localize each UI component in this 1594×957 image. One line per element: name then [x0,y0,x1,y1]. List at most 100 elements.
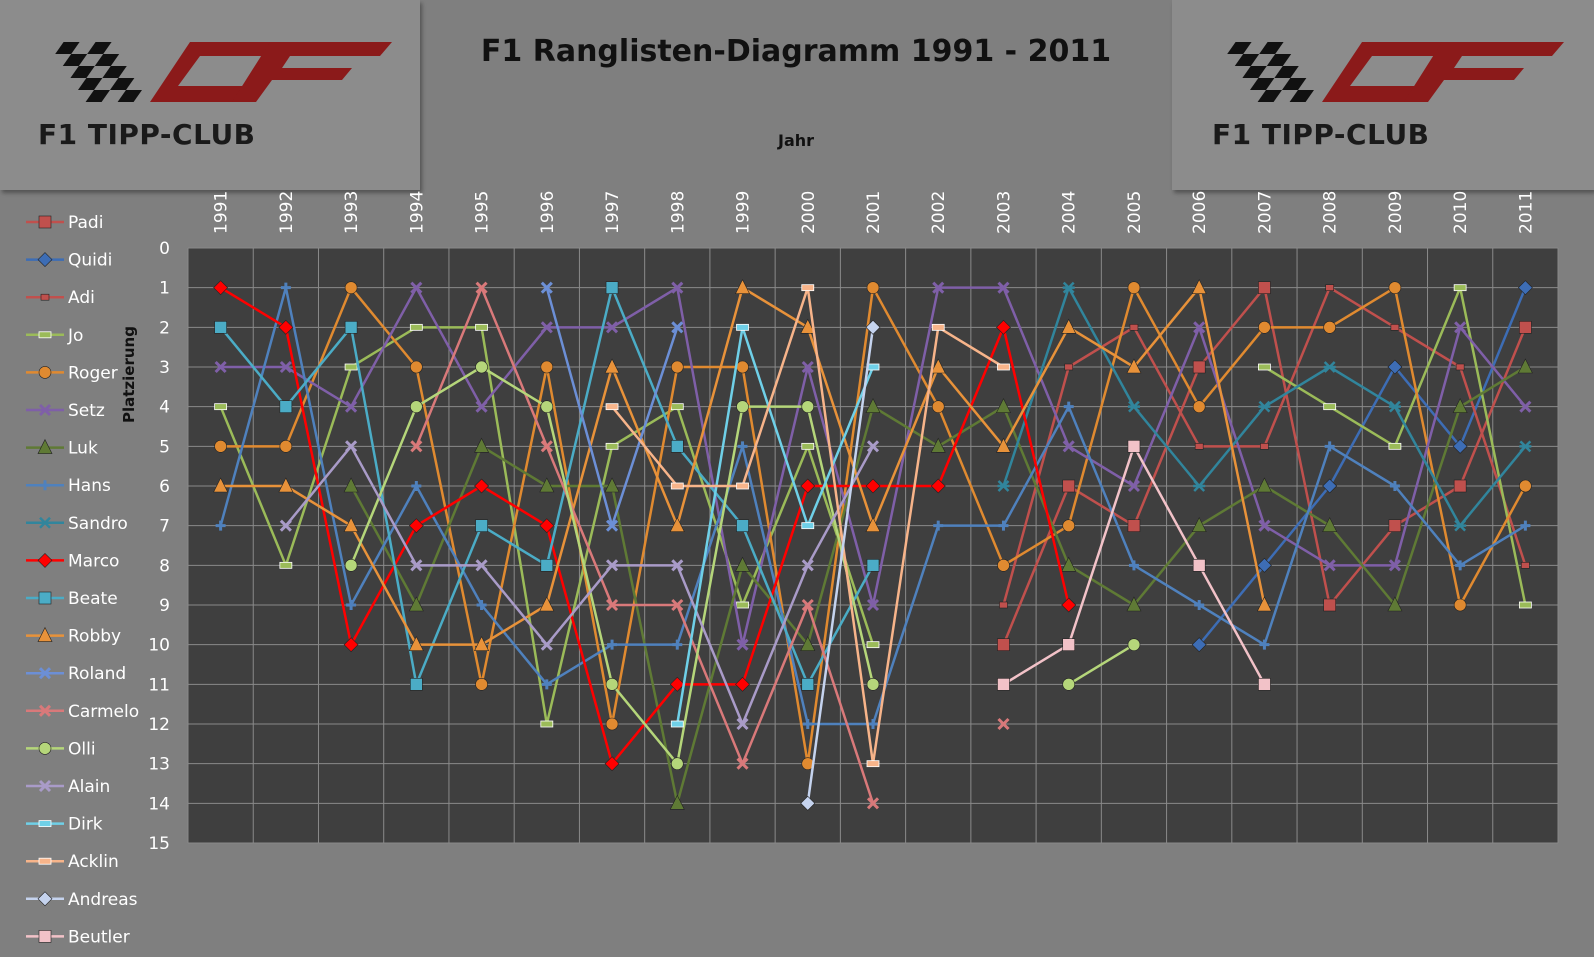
data-point-hans [215,520,226,531]
legend-marker-quidi [37,252,53,268]
data-point-hans [346,600,357,610]
legend-label-jo: Jo [67,326,83,346]
legend-label-luk: Luk [68,439,98,459]
legend-label-marco: Marco [68,551,119,571]
data-point-hans [411,481,422,491]
data-point-sandro [1519,440,1532,453]
data-point-quidi [1452,438,1468,454]
y-tick-label: 13 [148,755,170,775]
data-point-setz [1388,559,1401,572]
data-point-beutler [1062,638,1076,651]
data-point-luk [1061,556,1077,572]
data-point-acklin [801,284,815,292]
data-point-luk [865,397,881,413]
data-point-hans [1389,481,1400,491]
x-tick-label: 1999 [734,191,754,234]
data-point-hans [1520,520,1531,531]
data-point-adi [1325,284,1334,291]
data-point-luk [995,397,1011,413]
data-point-jo [344,363,358,371]
data-point-setz [671,281,684,294]
data-point-setz [1193,321,1206,334]
legend-marker-dirk [38,820,52,827]
data-point-setz [605,321,619,334]
data-point-adi [1260,443,1269,450]
data-point-luk [343,477,359,493]
data-point-quidi [1322,478,1338,494]
y-tick-label: 1 [159,279,170,299]
x-tick-label: 1996 [538,191,558,234]
data-point-setz [475,400,488,413]
y-tick-label: 15 [148,834,170,854]
data-point-marco [800,478,816,494]
data-point-beate [410,678,423,691]
y-tick-label: 2 [159,318,170,338]
data-point-beate [475,519,488,532]
data-point-jo [1453,284,1467,292]
data-point-marco [408,518,424,534]
legend-label-carmelo: Carmelo [68,702,139,722]
y-tick-label: 3 [159,358,170,378]
data-point-marco [930,478,946,494]
data-point-setz [279,360,292,374]
data-point-alain [866,440,880,453]
data-point-robby [995,437,1011,453]
data-point-hans [607,639,618,650]
data-point-hans [933,520,944,531]
data-point-beate [605,281,619,294]
data-point-roger [1519,479,1532,493]
data-point-carmelo [736,757,749,770]
data-point-robby [408,635,424,651]
data-point-jo [866,641,880,649]
data-point-olli [866,678,880,691]
data-point-adi [1521,562,1530,569]
data-point-beutler [1127,440,1141,453]
data-point-setz [410,281,423,294]
legend-marker-jo [38,331,52,339]
data-point-beate [801,678,815,691]
data-point-roger [1388,281,1402,294]
data-point-adi [1129,324,1139,331]
series-line-dirk [676,326,875,725]
data-point-padi [1323,598,1336,612]
data-point-luk [930,437,946,453]
data-point-roger [475,678,488,691]
legend-label-beutler: Beutler [68,927,130,947]
data-point-padi [1453,479,1467,493]
data-point-sandro [1323,361,1336,373]
data-point-marco [213,280,229,296]
data-point-alain [279,519,292,532]
legend-label-quidi: Quidi [68,251,112,271]
data-point-quidi [1191,637,1207,653]
data-point-alain [540,638,553,651]
data-point-roger [605,717,619,731]
x-tick-label: 2001 [864,191,884,234]
data-point-luk [735,556,751,572]
x-tick-label: 2010 [1451,191,1471,234]
data-point-roger [214,440,227,453]
y-tick-label: 6 [159,477,170,497]
data-point-jo [801,442,815,450]
data-point-andreas [800,795,816,811]
data-point-quidi [1517,280,1533,296]
data-point-acklin [605,403,619,411]
legend-label-padi: Padi [68,213,103,233]
data-point-robby [213,477,229,493]
y-tick-label: 0 [159,239,170,259]
legend-marker-roger [38,366,52,379]
data-point-roger [997,559,1010,572]
data-point-olli [540,400,554,413]
x-tick-label: 2007 [1255,191,1275,234]
data-point-jo [736,601,749,609]
data-point-adi [1194,443,1204,450]
y-tick-label: 11 [148,675,170,695]
y-tick-label: 14 [148,794,170,814]
x-tick-label: 2009 [1386,191,1406,234]
data-point-beutler [1258,678,1271,691]
data-point-jo [409,323,423,331]
data-point-setz [736,638,749,651]
x-tick-label: 2000 [799,191,819,234]
data-point-jo [1518,601,1532,609]
data-point-hans [1324,441,1335,452]
